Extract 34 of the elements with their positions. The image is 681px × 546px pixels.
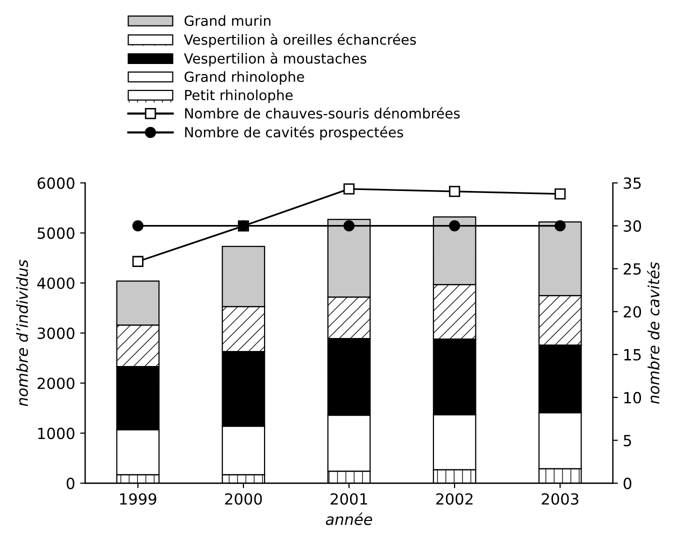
y-tick-label: 4000: [37, 277, 74, 290]
y2-tick-label: 10: [624, 392, 642, 404]
y-tick-label: 5000: [38, 227, 74, 239]
x-axis-title: année: [326, 512, 372, 526]
x-tick-label: 1999: [120, 493, 156, 505]
legend-label: Grand rhinolophe: [184, 71, 304, 85]
x-tick-label: 2003: [542, 493, 578, 505]
legend-label: Nombre de chauves-souris dénombrées: [185, 107, 460, 119]
y2-axis-title: nombre de cavités: [647, 262, 660, 404]
y-tick-label: 1000: [38, 428, 74, 440]
point: [343, 183, 355, 194]
y2-tick-label: 15: [624, 349, 641, 361]
y2-tick-label: 5: [624, 434, 632, 446]
y-tick-label: 0: [66, 478, 74, 490]
y2-tick-label: 20: [624, 306, 642, 318]
legend-label: Vespertilion à oreilles échancrées: [184, 34, 416, 48]
x-tick-label: 2001: [330, 493, 368, 505]
legend-label: Nombre de cavités prospectées: [185, 126, 404, 140]
point: [554, 188, 566, 200]
y-tick-label: 3000: [38, 328, 74, 340]
y2-tick-label: 35: [624, 177, 641, 189]
point: [132, 256, 144, 268]
y-axis-title: nombre d’individus: [16, 260, 28, 406]
y-tick-label: 6000: [38, 177, 74, 189]
legend-label: Grand murin: [184, 15, 270, 26]
point: [449, 186, 460, 197]
y2-tick-label: 30: [624, 220, 642, 232]
legend-label: Vespertilion à moustaches: [184, 52, 366, 66]
legend-label: Petit rhinolophe: [185, 90, 293, 103]
y-tick-label: 2000: [38, 378, 74, 390]
x-tick-label: 2002: [436, 493, 472, 505]
x-tick-label: 2000: [225, 493, 262, 505]
y2-tick-label: 25: [624, 263, 641, 275]
y2-tick-label: 0: [624, 478, 632, 490]
